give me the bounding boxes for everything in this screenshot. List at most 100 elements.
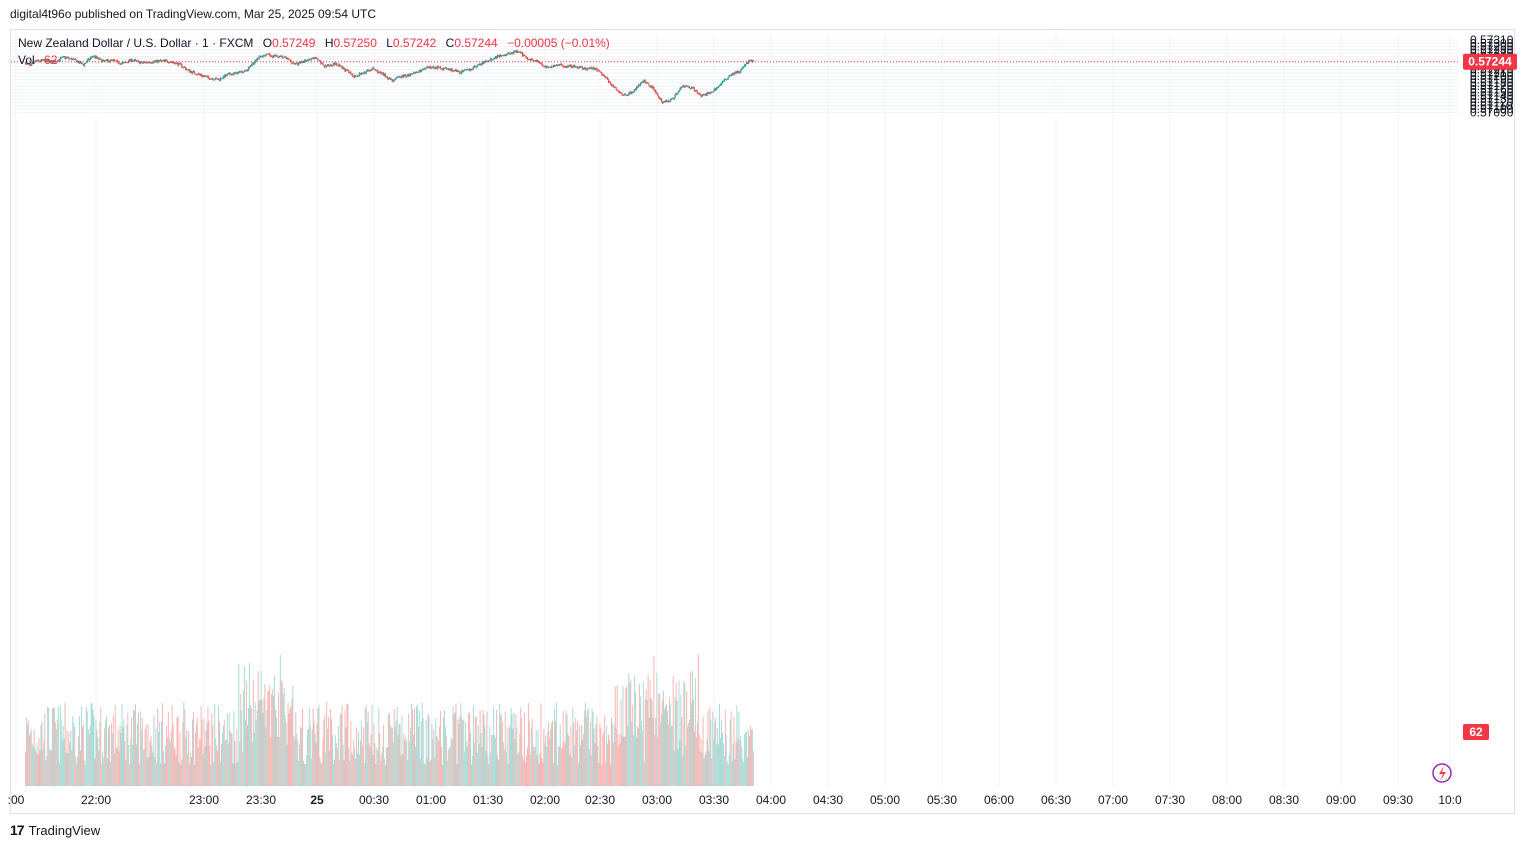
candle-body [736, 71, 738, 73]
x-tick-label: 06:00 [984, 793, 1014, 807]
candle-body [415, 72, 418, 74]
candle-body [39, 61, 41, 63]
candle-body [294, 63, 296, 65]
candle-body [74, 58, 76, 60]
candle-body [87, 59, 89, 61]
chart-frame[interactable] [10, 29, 1515, 814]
candle-body [433, 66, 435, 69]
candle-body [397, 76, 399, 78]
candle-body [705, 94, 707, 96]
candle-body [189, 71, 192, 73]
x-tick-label: :00 [8, 793, 25, 807]
candle-body [729, 75, 731, 77]
candle-body [635, 86, 638, 90]
candle-body [559, 64, 561, 66]
candle-body [85, 62, 87, 64]
candle-body [723, 79, 725, 81]
candle-body [461, 70, 463, 74]
candle-body [473, 66, 475, 68]
candle-body [372, 67, 374, 69]
candle-body [160, 60, 162, 62]
candle-body [249, 65, 251, 68]
candle-body [322, 62, 324, 65]
candle-body [451, 68, 453, 72]
candle-body [149, 62, 151, 64]
volume-label[interactable]: Vol [18, 53, 35, 67]
candle-body [350, 72, 352, 75]
candle-body [352, 74, 354, 77]
candle-body [468, 69, 471, 71]
candle-body [29, 65, 31, 67]
candle-body [682, 85, 684, 88]
candle-body [190, 71, 193, 74]
candle-body [275, 55, 278, 57]
candle-body [392, 79, 394, 81]
candle-body [177, 63, 179, 66]
candle-body [603, 75, 605, 77]
candle-body [589, 67, 591, 69]
candle-body [331, 65, 334, 67]
candle-body [313, 58, 315, 60]
candle-body [287, 57, 289, 59]
candle-body [32, 62, 34, 64]
candle-body [336, 65, 338, 67]
candle-body [636, 86, 639, 88]
candle-body [611, 85, 613, 87]
candle-body [685, 85, 687, 87]
candle-body [712, 91, 714, 93]
candle-body [196, 74, 198, 76]
candle-body [438, 66, 440, 68]
candle-body [490, 58, 492, 61]
candle-body [347, 70, 349, 72]
candle-body [698, 93, 700, 95]
lightning-icon[interactable] [1432, 763, 1452, 783]
candle-body [195, 74, 197, 76]
candle-body [687, 86, 689, 88]
candle-body [710, 91, 712, 94]
candle-body [735, 71, 737, 73]
candle-body [97, 57, 99, 59]
candle-body [327, 64, 329, 67]
candle-body [507, 52, 509, 54]
candle-body [118, 63, 120, 65]
candle-body [62, 56, 64, 58]
candle-body [388, 77, 391, 80]
candle-body [38, 60, 40, 62]
candle-body [320, 61, 322, 64]
candle-body [148, 62, 150, 64]
candle-body [547, 66, 549, 68]
candle-body [418, 70, 420, 73]
candle-body [188, 69, 191, 73]
candle-body [673, 97, 675, 100]
candle-body [338, 64, 340, 67]
candle-body [90, 56, 92, 59]
candle-body [135, 60, 138, 62]
candle-body [404, 74, 406, 76]
candle-body [715, 88, 717, 90]
candle-body [727, 77, 729, 79]
candle-body [31, 63, 33, 65]
candle-body [157, 60, 159, 63]
candle-body [102, 60, 104, 63]
candle-body [598, 70, 600, 72]
candle-body [219, 78, 222, 81]
candle-body [245, 70, 248, 72]
candle-body [43, 59, 45, 61]
candle-body [124, 62, 126, 64]
symbol-name[interactable]: New Zealand Dollar / U.S. Dollar · 1 · F… [18, 36, 254, 50]
candle-body [281, 56, 283, 59]
candle-body [223, 75, 225, 78]
candle-body [362, 73, 364, 75]
candle-body [107, 60, 110, 62]
candle-body [238, 72, 240, 74]
candle-body [239, 71, 241, 73]
tradingview-footer[interactable]: 17 TradingView [10, 822, 100, 838]
candle-body [103, 60, 105, 62]
candle-body [674, 93, 676, 98]
candle-body [541, 63, 543, 65]
candle-body [440, 68, 443, 70]
candle-body [133, 59, 136, 61]
candle-body [652, 86, 654, 89]
candle-body [562, 65, 564, 67]
